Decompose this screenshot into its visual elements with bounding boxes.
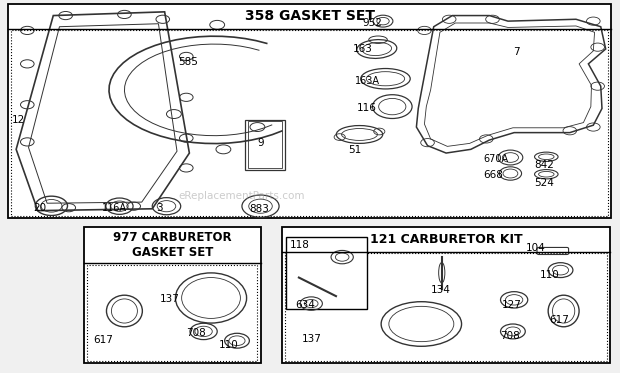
Text: 163: 163 <box>353 44 373 54</box>
Bar <box>285 253 607 361</box>
Bar <box>8 4 611 218</box>
Text: 7: 7 <box>513 47 520 57</box>
Text: 20: 20 <box>33 203 46 213</box>
Bar <box>87 264 257 361</box>
Text: 137: 137 <box>302 334 322 344</box>
Text: 883: 883 <box>249 204 269 214</box>
Text: 358 GASKET SET: 358 GASKET SET <box>245 9 374 23</box>
Text: 977 CARBURETOR
GASKET SET: 977 CARBURETOR GASKET SET <box>113 231 232 259</box>
Text: 116A: 116A <box>102 203 126 213</box>
Text: eReplacementParts.com: eReplacementParts.com <box>179 191 305 201</box>
Text: 617: 617 <box>549 314 569 325</box>
Text: 137: 137 <box>161 294 180 304</box>
Bar <box>11 31 608 216</box>
Text: 121 CARBURETOR KIT: 121 CARBURETOR KIT <box>370 233 523 246</box>
Text: 708: 708 <box>500 331 520 341</box>
Bar <box>282 228 610 363</box>
Bar <box>286 236 367 309</box>
Text: 104: 104 <box>526 243 546 253</box>
Bar <box>248 122 282 168</box>
Bar <box>245 120 285 170</box>
Text: 9: 9 <box>257 138 264 148</box>
Text: 952: 952 <box>362 18 382 28</box>
Text: 708: 708 <box>186 328 206 338</box>
Text: 585: 585 <box>178 57 198 67</box>
Text: 3: 3 <box>157 203 163 213</box>
Text: 163A: 163A <box>355 76 379 85</box>
Text: 51: 51 <box>348 145 361 155</box>
Text: 134: 134 <box>431 285 451 295</box>
Text: 12: 12 <box>12 115 25 125</box>
Text: 116: 116 <box>356 103 376 113</box>
Text: 617: 617 <box>94 335 113 345</box>
Text: 110: 110 <box>540 270 560 280</box>
Text: 634: 634 <box>295 300 315 310</box>
Text: 127: 127 <box>502 300 521 310</box>
Text: 110: 110 <box>218 340 238 350</box>
Text: 668: 668 <box>483 170 503 180</box>
Text: 842: 842 <box>534 160 554 170</box>
Bar <box>84 228 260 363</box>
Text: 670A: 670A <box>483 154 508 164</box>
Text: 118: 118 <box>290 240 309 250</box>
Text: 524: 524 <box>534 178 554 188</box>
